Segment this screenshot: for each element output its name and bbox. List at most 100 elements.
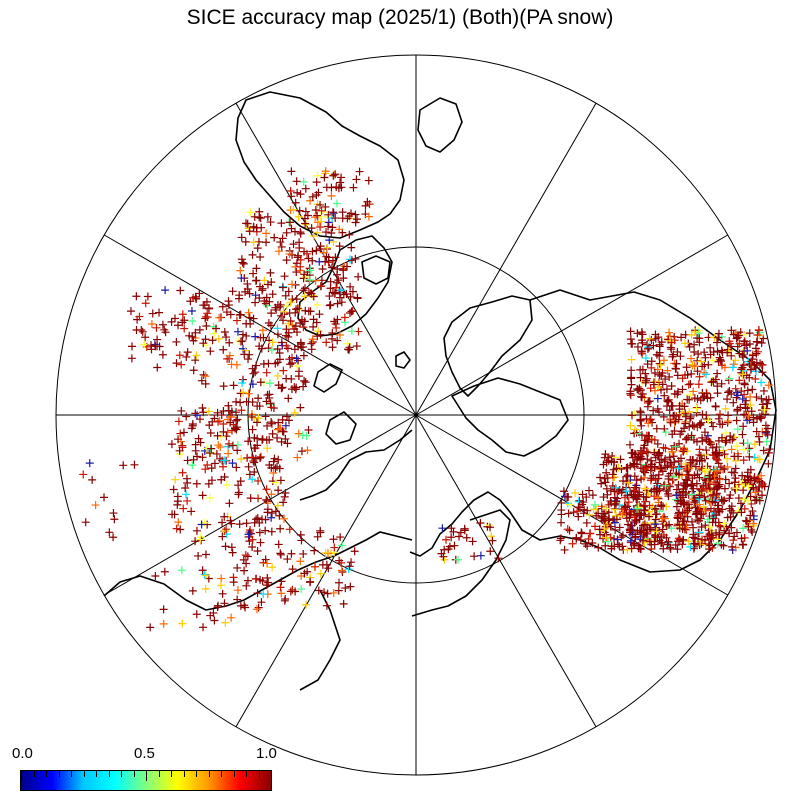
data-point-marker bbox=[652, 350, 661, 359]
data-point-marker bbox=[225, 499, 234, 508]
data-point-marker bbox=[724, 529, 733, 538]
data-point-marker bbox=[665, 453, 674, 462]
data-point-marker bbox=[281, 595, 290, 604]
data-point-marker bbox=[671, 495, 680, 504]
data-point-marker bbox=[322, 228, 331, 237]
data-point-marker bbox=[731, 474, 740, 483]
data-point-marker bbox=[747, 365, 756, 374]
data-point-marker bbox=[281, 421, 290, 430]
data-point-marker bbox=[183, 496, 192, 505]
data-point-marker bbox=[439, 552, 448, 561]
data-point-marker bbox=[665, 520, 674, 529]
meridian-line bbox=[103, 414, 417, 596]
data-point-marker bbox=[337, 173, 346, 182]
data-point-marker bbox=[691, 462, 700, 471]
data-point-marker bbox=[213, 603, 222, 612]
data-point-marker bbox=[254, 603, 263, 612]
data-point-marker bbox=[454, 555, 463, 564]
data-point-marker bbox=[748, 385, 757, 394]
data-point-marker bbox=[273, 501, 282, 510]
data-point-marker bbox=[286, 298, 295, 307]
data-point-marker bbox=[155, 308, 164, 317]
data-point-marker bbox=[248, 398, 257, 407]
colorbar-tick bbox=[133, 771, 135, 777]
data-point-marker bbox=[672, 502, 681, 511]
data-point-marker bbox=[626, 510, 635, 519]
data-point-marker bbox=[183, 348, 192, 357]
data-point-marker bbox=[248, 542, 257, 551]
data-point-marker bbox=[324, 222, 333, 231]
data-point-marker bbox=[650, 540, 659, 549]
data-point-marker bbox=[266, 321, 275, 330]
data-point-marker bbox=[261, 515, 270, 524]
data-point-marker bbox=[332, 182, 341, 191]
data-point-marker bbox=[727, 502, 736, 511]
data-point-marker bbox=[250, 458, 259, 467]
data-point-marker bbox=[756, 359, 765, 368]
data-point-marker bbox=[559, 487, 568, 496]
data-point-marker bbox=[622, 487, 631, 496]
data-point-marker bbox=[252, 361, 261, 370]
data-point-marker bbox=[194, 551, 203, 560]
data-point-marker bbox=[725, 374, 734, 383]
data-point-marker bbox=[238, 330, 247, 339]
data-point-marker bbox=[311, 562, 320, 571]
data-point-marker bbox=[204, 304, 213, 313]
data-point-marker bbox=[745, 339, 754, 348]
data-point-marker bbox=[659, 512, 668, 521]
data-point-marker bbox=[739, 495, 748, 504]
data-point-marker bbox=[641, 484, 650, 493]
data-point-marker bbox=[215, 313, 224, 322]
data-point-marker bbox=[231, 424, 240, 433]
data-point-marker bbox=[282, 412, 291, 421]
data-point-marker bbox=[176, 429, 185, 438]
data-point-marker bbox=[735, 339, 744, 348]
data-point-marker bbox=[713, 347, 722, 356]
data-point-marker bbox=[709, 377, 718, 386]
data-point-marker bbox=[242, 519, 251, 528]
data-point-marker bbox=[678, 385, 687, 394]
data-point-marker bbox=[350, 547, 359, 556]
data-point-marker bbox=[688, 421, 697, 430]
data-point-marker bbox=[684, 537, 693, 546]
data-point-marker bbox=[276, 583, 285, 592]
data-point-marker bbox=[338, 541, 347, 550]
data-point-marker bbox=[147, 320, 156, 329]
data-point-marker bbox=[193, 411, 202, 420]
data-point-marker bbox=[248, 475, 257, 484]
data-point-marker bbox=[651, 520, 660, 529]
colorbar-min-label: 0.0 bbox=[12, 745, 33, 762]
data-point-marker bbox=[292, 354, 301, 363]
data-point-marker bbox=[263, 444, 272, 453]
data-point-marker bbox=[170, 314, 179, 323]
data-point-marker bbox=[476, 551, 485, 560]
data-point-marker bbox=[277, 589, 286, 598]
data-point-marker bbox=[349, 183, 358, 192]
data-point-marker bbox=[626, 536, 635, 545]
data-point-marker bbox=[753, 455, 762, 464]
data-point-marker bbox=[725, 387, 734, 396]
data-point-marker bbox=[694, 380, 703, 389]
data-point-marker bbox=[668, 447, 677, 456]
data-point-marker bbox=[682, 412, 691, 421]
data-point-marker bbox=[737, 508, 746, 517]
data-point-marker bbox=[614, 540, 623, 549]
data-point-marker bbox=[291, 587, 300, 596]
data-point-marker bbox=[733, 333, 742, 342]
data-point-marker bbox=[603, 453, 612, 462]
data-point-marker bbox=[662, 385, 671, 394]
data-point-marker bbox=[244, 530, 253, 539]
data-point-marker bbox=[671, 442, 680, 451]
data-point-marker bbox=[606, 522, 615, 531]
data-point-marker bbox=[599, 460, 608, 469]
data-point-marker bbox=[277, 242, 286, 251]
data-point-marker bbox=[253, 402, 262, 411]
data-point-marker bbox=[287, 549, 296, 558]
data-point-marker bbox=[687, 431, 696, 440]
data-point-marker bbox=[669, 463, 678, 472]
data-point-marker bbox=[249, 222, 258, 231]
colorbar-tick bbox=[71, 771, 72, 777]
data-point-marker bbox=[653, 493, 662, 502]
data-point-marker bbox=[239, 388, 248, 397]
data-point-marker bbox=[709, 422, 718, 431]
